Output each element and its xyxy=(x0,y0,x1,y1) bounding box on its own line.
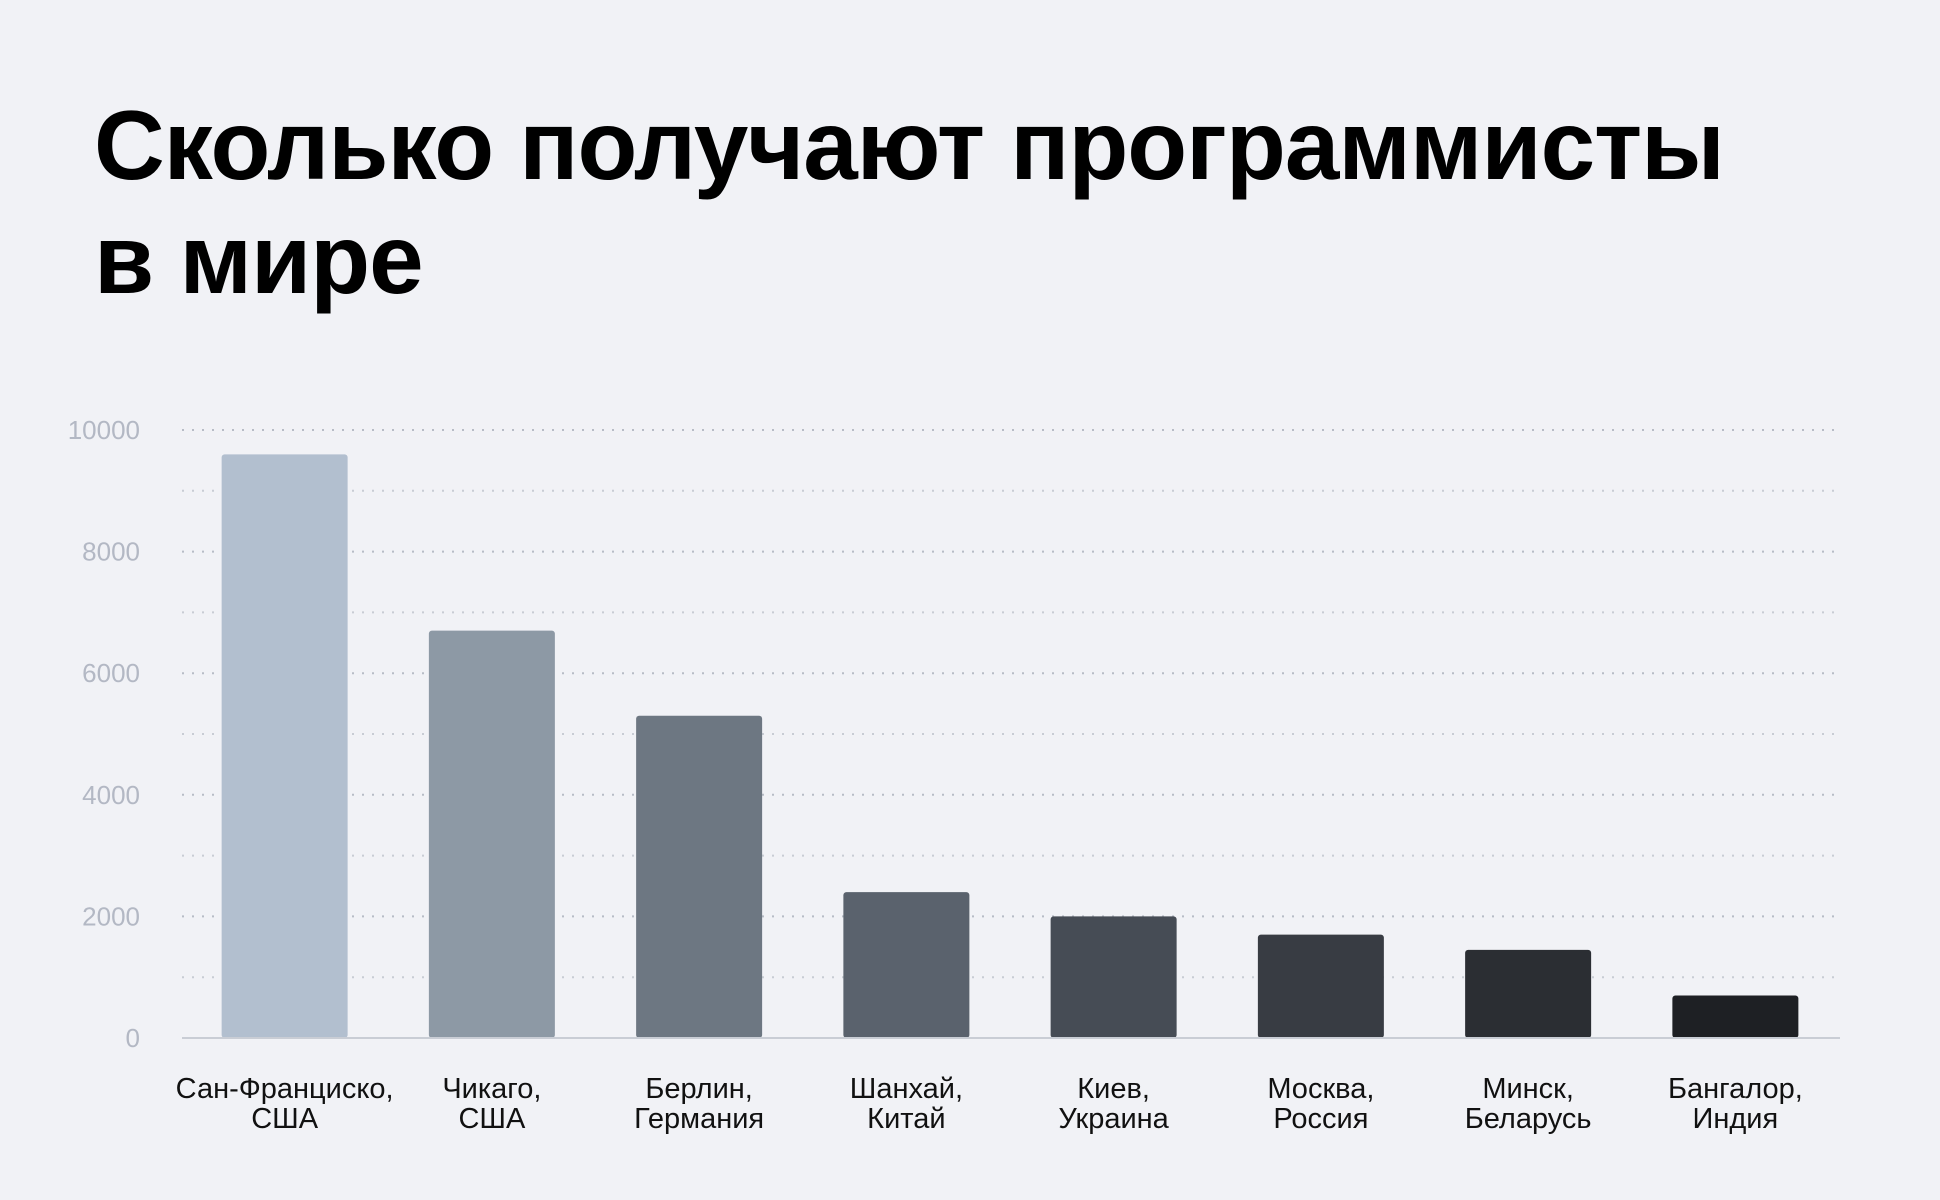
x-tick-label: Киев, Украина xyxy=(1058,1073,1169,1135)
y-axis: 0 2000 4000 6000 8000 10000 xyxy=(68,415,140,1053)
bar xyxy=(428,630,555,1038)
x-tick-label-line: Минск, xyxy=(1482,1073,1574,1105)
x-tick-label-line: Китай xyxy=(867,1103,945,1135)
bar xyxy=(636,715,763,1038)
chart-title-line-2: в мире xyxy=(94,204,424,314)
x-tick-label-line: Россия xyxy=(1273,1103,1368,1135)
x-tick-label: Чикаго, США xyxy=(442,1073,541,1135)
x-tick-label-line: Чикаго, xyxy=(442,1073,541,1105)
y-tick-label: 4000 xyxy=(82,780,140,810)
y-tick-label: 2000 xyxy=(82,901,140,931)
bar xyxy=(1672,995,1799,1038)
x-tick-label: Берлин, Германия xyxy=(634,1073,764,1135)
bar xyxy=(221,454,348,1038)
x-tick-label: Бангалор, Индия xyxy=(1668,1073,1803,1135)
y-tick-label: 6000 xyxy=(82,658,140,688)
y-tick-label: 8000 xyxy=(82,537,140,567)
x-tick-label-line: Шанхай, xyxy=(850,1073,963,1105)
chart-title-line-1: Сколько получают программисты xyxy=(94,90,1725,200)
x-tick-label-line: США xyxy=(251,1103,319,1135)
x-tick-label-line: Индия xyxy=(1693,1103,1779,1135)
chart-title: Сколько получают программисты в мире xyxy=(94,88,1794,316)
x-tick-label-line: Киев, xyxy=(1077,1073,1150,1105)
bar xyxy=(843,892,970,1038)
x-tick-label-line: США xyxy=(458,1103,526,1135)
x-tick-label-line: Берлин, xyxy=(645,1073,753,1105)
x-tick-label: Сан-Франциско, США xyxy=(176,1073,394,1135)
bar xyxy=(1257,934,1384,1038)
y-tick-label: 10000 xyxy=(68,415,140,445)
x-tick-label-line: Сан-Франциско, xyxy=(176,1073,394,1105)
x-tick-label-line: Беларусь xyxy=(1465,1103,1592,1135)
x-tick-label: Москва, Россия xyxy=(1267,1073,1374,1135)
bars xyxy=(221,454,1799,1038)
x-tick-label-line: Бангалор, xyxy=(1668,1073,1803,1105)
bar xyxy=(1465,949,1592,1038)
x-tick-label: Минск, Беларусь xyxy=(1465,1073,1592,1135)
x-tick-label-line: Германия xyxy=(634,1103,764,1135)
x-tick-label-line: Украина xyxy=(1058,1103,1169,1135)
x-tick-label-line: Москва, xyxy=(1267,1073,1374,1105)
y-tick-label: 0 xyxy=(126,1023,140,1053)
bar xyxy=(1050,916,1177,1038)
x-tick-label: Шанхай, Китай xyxy=(850,1073,963,1135)
